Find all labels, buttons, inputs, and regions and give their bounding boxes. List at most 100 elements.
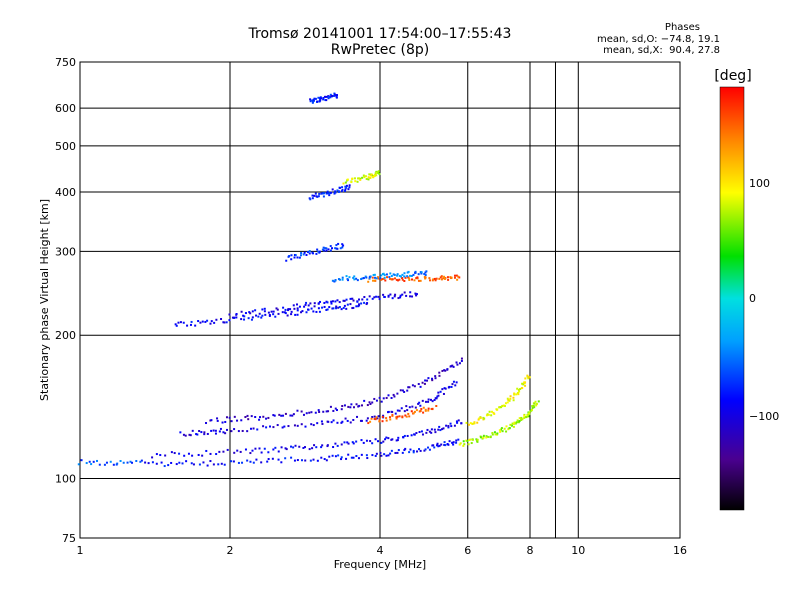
echo-point [258, 418, 261, 421]
echo-point [456, 278, 459, 281]
echo-point [374, 454, 377, 457]
echo-point [525, 416, 528, 419]
echo-point [344, 188, 347, 191]
x-tick-label: 10 [571, 544, 585, 557]
echo-point [352, 406, 355, 409]
x-tick-label: 16 [673, 544, 687, 557]
echo-point [275, 307, 278, 310]
echo-point [205, 422, 208, 425]
echo-point [355, 277, 358, 280]
echo-point [409, 291, 412, 294]
echo-point [444, 277, 447, 280]
echo-point [420, 408, 423, 411]
echo-point [317, 250, 320, 253]
echo-point [411, 278, 414, 281]
echo-point [406, 275, 409, 278]
echo-point [284, 447, 287, 450]
echo-point [362, 277, 365, 280]
echo-point [413, 385, 416, 388]
echo-point [341, 188, 344, 191]
echo-point [368, 173, 371, 176]
echo-point [414, 406, 417, 409]
echo-point [296, 303, 299, 306]
echo-point [490, 414, 493, 417]
echo-point [325, 247, 328, 250]
echo-point [337, 190, 340, 193]
echo-point [198, 430, 201, 433]
echo-point [347, 442, 350, 445]
echo-point [381, 420, 384, 423]
echo-point [314, 411, 317, 414]
echo-point [436, 395, 439, 398]
echo-point [523, 414, 526, 417]
echo-point [216, 417, 219, 420]
echo-point [247, 317, 250, 320]
echo-point [336, 247, 339, 250]
echo-point [369, 174, 372, 177]
echo-point [337, 454, 340, 457]
echo-point [349, 421, 352, 424]
echo-point [404, 447, 407, 450]
echo-point [164, 454, 167, 457]
echo-point [334, 279, 337, 282]
echo-point [523, 416, 526, 419]
echo-point [192, 463, 195, 466]
echo-point [302, 413, 305, 416]
echo-point [272, 426, 275, 429]
echo-point [473, 421, 476, 424]
echo-point [383, 274, 386, 277]
echo-point [500, 406, 503, 409]
echo-point [311, 447, 314, 450]
echo-point [233, 428, 236, 431]
echo-point [476, 438, 479, 441]
echo-point [272, 448, 275, 451]
echo-point [417, 279, 420, 282]
echo-point [438, 444, 441, 447]
echo-point [235, 313, 238, 316]
echo-point [334, 247, 337, 250]
echo-point [235, 316, 238, 319]
echo-point [439, 429, 442, 432]
echo-point [358, 177, 361, 180]
echo-point [341, 243, 344, 246]
echo-point [214, 429, 217, 432]
echo-point [263, 447, 266, 450]
echo-point [296, 309, 299, 312]
echo-point [291, 414, 294, 417]
echo-point [513, 393, 516, 396]
echo-point [379, 277, 382, 280]
echo-point [438, 425, 441, 428]
echo-point [440, 443, 443, 446]
echo-point [423, 449, 426, 452]
echo-point [274, 446, 277, 449]
echo-point [387, 394, 390, 397]
echo-point [320, 446, 323, 449]
echo-point [498, 429, 501, 432]
echo-point [398, 409, 401, 412]
echo-point [274, 315, 277, 318]
echo-point [267, 311, 270, 314]
echo-point [372, 273, 375, 276]
echo-point [322, 246, 325, 249]
echo-point [532, 404, 535, 407]
echo-point [418, 401, 421, 404]
echo-point [77, 463, 80, 466]
echo-point [355, 305, 358, 308]
echo-point [285, 259, 288, 262]
echo-point [340, 458, 343, 461]
echo-point [347, 279, 350, 282]
echo-point [347, 405, 350, 408]
echo-point [351, 177, 354, 180]
echo-point [499, 430, 502, 433]
echo-point [452, 365, 455, 368]
echo-point [361, 176, 364, 179]
echo-point [483, 417, 486, 420]
echo-point [289, 414, 292, 417]
echo-point [230, 460, 233, 463]
echo-point [341, 420, 344, 423]
echo-point [479, 416, 482, 419]
echo-point [427, 407, 430, 410]
echo-point [336, 299, 339, 302]
echo-point [189, 323, 192, 326]
echo-point [396, 415, 399, 418]
